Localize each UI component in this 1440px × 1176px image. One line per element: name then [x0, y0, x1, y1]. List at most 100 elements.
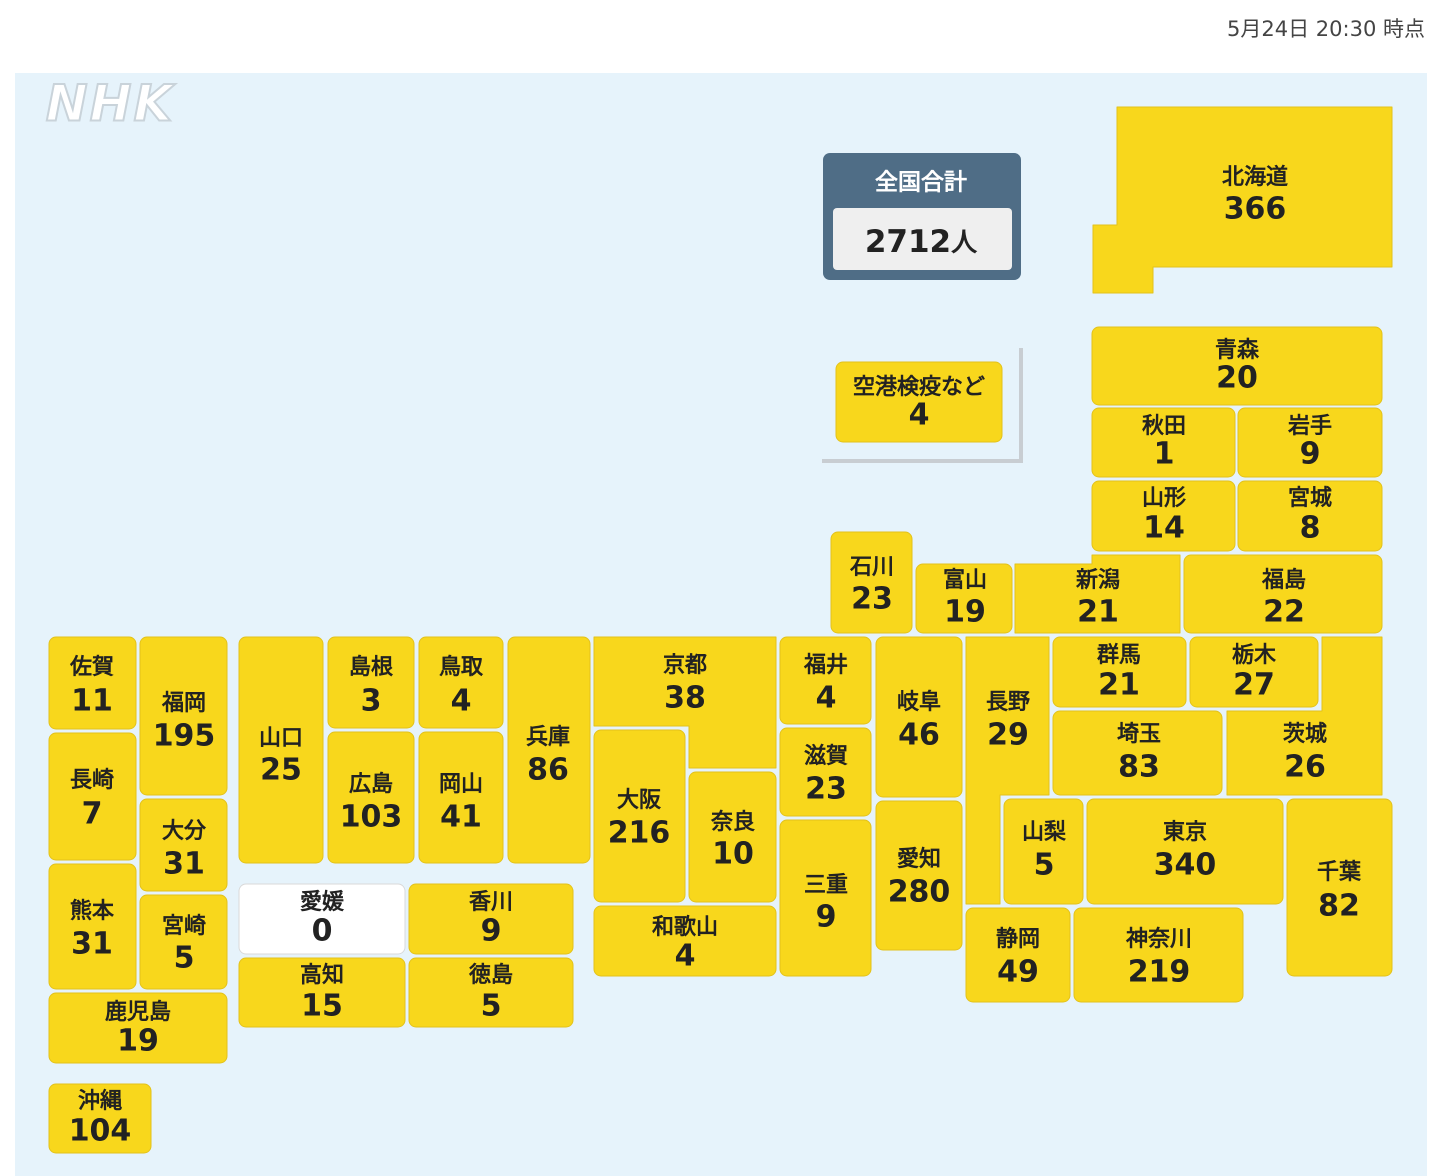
prefecture-tile: [593, 636, 777, 769]
prefecture-tile: [1014, 554, 1181, 634]
prefecture-value: 41: [440, 800, 482, 835]
prefecture-value: 82: [1318, 889, 1360, 924]
prefecture-name: 大分: [162, 819, 207, 844]
prefecture-value: 7: [82, 797, 103, 832]
prefecture-tile: [915, 563, 1013, 634]
prefecture-name: 三重: [804, 873, 848, 898]
prefecture-value: 15: [301, 989, 343, 1024]
prefecture-value: 31: [163, 847, 205, 882]
prefecture-tile: [1237, 480, 1383, 552]
prefecture-tile: [779, 727, 872, 817]
prefecture-name: 和歌山: [652, 915, 718, 940]
prefecture: 埼玉 83: [1052, 710, 1223, 796]
prefecture-name: 埼玉: [1117, 722, 1161, 747]
prefecture-name: 兵庫: [526, 725, 570, 750]
prefecture-name: 宮崎: [162, 913, 206, 939]
prefecture-value: 86: [527, 753, 569, 788]
prefecture-name: 大阪: [617, 788, 662, 813]
prefecture: 岡山 41: [418, 731, 504, 864]
prefecture-tile: [1052, 636, 1187, 708]
prefecture: 宮崎5: [139, 894, 228, 990]
prefecture-tile: [593, 729, 686, 903]
prefecture-value: 280: [888, 875, 951, 910]
prefecture-value: 19: [117, 1024, 159, 1059]
prefecture-value: 8: [1300, 511, 1321, 546]
prefecture-tile: [965, 636, 1050, 905]
prefecture-value: 25: [260, 753, 302, 788]
prefecture-tile: [1003, 798, 1084, 905]
prefecture: 京都 38: [593, 636, 777, 769]
prefecture-tile: [830, 531, 913, 634]
prefecture-name: 岡山: [439, 772, 483, 797]
prefecture-value: 83: [1118, 750, 1160, 785]
prefecture: 広島 103: [327, 731, 415, 864]
prefecture-value: 26: [1284, 750, 1326, 785]
prefecture-value: 104: [69, 1114, 132, 1149]
tiles: 北海道366空港検疫など4青森20秋田1岩手9山形14宮城8石川23富山19新潟…: [48, 106, 1393, 1154]
prefecture-value: 49: [997, 955, 1039, 990]
prefecture-value: 4: [675, 939, 696, 974]
prefecture-value: 216: [608, 816, 671, 851]
prefecture: 岩手9: [1237, 407, 1383, 478]
prefecture-value: 29: [987, 718, 1029, 753]
prefecture-tile: [688, 771, 777, 903]
prefecture: 愛知 280: [875, 800, 963, 951]
prefecture: 千葉 82: [1286, 798, 1393, 977]
prefecture-name: 滋賀: [804, 743, 848, 769]
prefecture-tile: [1092, 106, 1393, 294]
prefecture-name: 空港検疫など: [853, 374, 985, 400]
prefecture-name: 群馬: [1097, 642, 1141, 668]
prefecture: 島根 3: [327, 636, 415, 729]
prefecture-value: 21: [1098, 668, 1140, 703]
prefecture-tile: [238, 636, 324, 864]
prefecture-value: 219: [1128, 955, 1191, 990]
prefecture-value: 3: [361, 684, 382, 719]
prefecture-name: 広島: [349, 771, 393, 797]
prefecture-value: 4: [909, 398, 930, 433]
prefecture: 佐賀 11: [48, 636, 137, 730]
prefecture-tile: [1086, 798, 1284, 905]
prefecture-tile: [965, 907, 1071, 1003]
prefecture-name: 香川: [469, 890, 513, 915]
prefecture-tile: [139, 798, 228, 892]
prefecture-tile: [238, 883, 406, 955]
prefecture-tile: [1073, 907, 1244, 1003]
prefecture-value: 31: [71, 927, 113, 962]
prefecture: 岐阜 46: [875, 636, 963, 798]
prefecture-tile: [48, 1083, 152, 1154]
prefecture: 福岡 195: [139, 636, 228, 796]
prefecture-value: 20: [1216, 361, 1258, 396]
prefecture: 静岡 49: [965, 907, 1071, 1003]
prefecture: 東京 340: [1086, 798, 1284, 905]
prefecture-tile: [139, 636, 228, 796]
prefecture-name: 東京: [1163, 820, 1207, 845]
prefecture-name: 島根: [349, 654, 394, 680]
prefecture: 滋賀 23: [779, 727, 872, 817]
prefecture-name: 栃木: [1232, 643, 1277, 668]
prefecture: 愛媛0: [238, 883, 406, 955]
prefecture-name: 山梨: [1022, 820, 1066, 845]
prefecture-name: 愛知: [897, 846, 941, 872]
prefecture: 大分 31: [139, 798, 228, 892]
prefecture: 茨城 26: [1226, 636, 1383, 796]
prefecture-name: 富山: [943, 568, 987, 593]
prefecture: 三重9: [779, 819, 872, 977]
prefecture-value: 27: [1233, 668, 1275, 703]
prefecture-tile: [418, 731, 504, 864]
prefecture-tile: [875, 636, 963, 798]
prefecture-tile: [507, 636, 591, 864]
timestamp: 5月24日 20:30 時点: [1227, 17, 1425, 41]
prefecture: 大阪 216: [593, 729, 686, 903]
prefecture-tile: [1091, 326, 1383, 406]
prefecture-tile: [1226, 636, 1383, 796]
